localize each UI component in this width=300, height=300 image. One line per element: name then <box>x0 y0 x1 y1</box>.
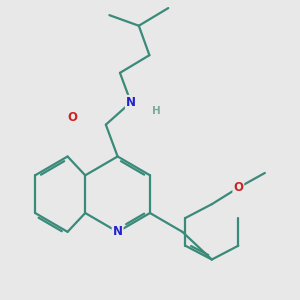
Text: O: O <box>233 181 243 194</box>
Text: N: N <box>126 96 136 109</box>
Text: O: O <box>67 110 77 124</box>
Text: H: H <box>152 106 161 116</box>
Text: N: N <box>112 225 123 239</box>
